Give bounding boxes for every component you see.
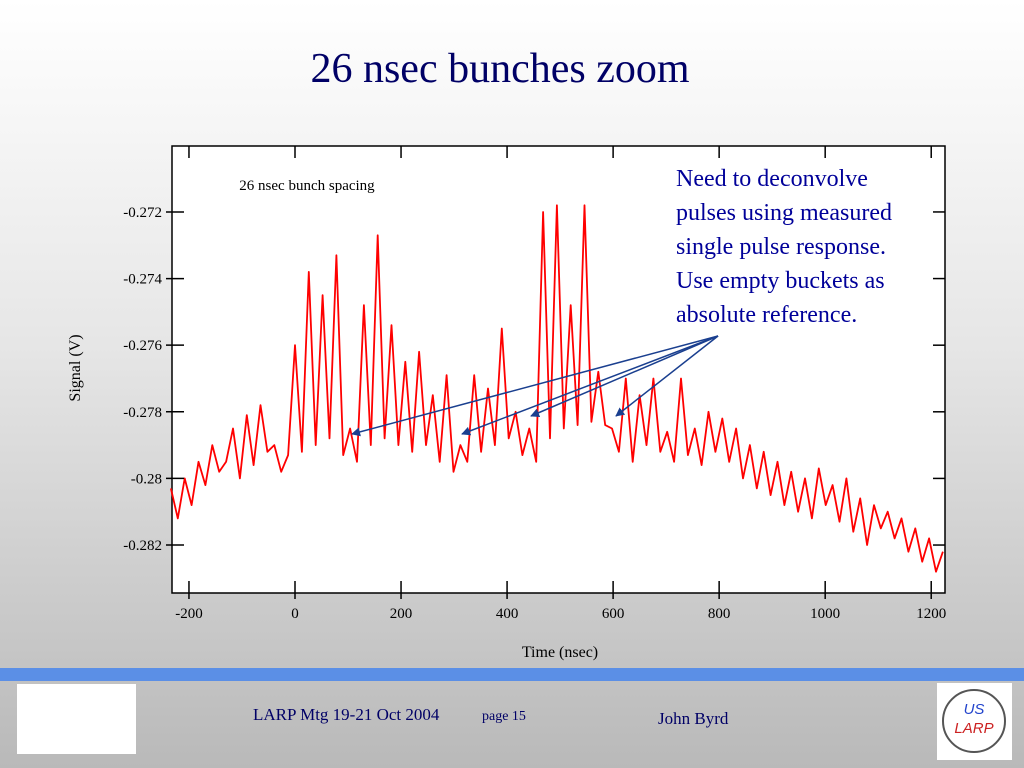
x-tick-label: 600 [602,606,625,622]
x-axis-label: Time (nsec) [522,644,598,661]
arrow [461,335,719,436]
x-tick-label: 1200 [916,606,946,622]
footer-bar [0,668,1024,681]
arrow [615,335,719,417]
y-tick-label: -0.282 [123,538,162,554]
logo-ring [942,689,1006,753]
x-tick-label: 1000 [810,606,840,622]
logo-top: US [964,701,985,718]
larp-logo [937,683,1012,760]
plot-area [170,145,946,594]
x-tick-label: 200 [390,606,413,622]
y-tick-label: -0.276 [123,338,162,354]
x-tick-label: 400 [496,606,519,622]
plot-frame [171,145,946,594]
y-tick-label: -0.274 [123,272,162,288]
arrows [351,335,719,437]
signal-line [170,204,944,573]
logo-bottom: LARP [954,720,993,737]
note-line: Use empty buckets as [676,268,885,294]
arrow [351,335,719,437]
left-logo [17,684,136,754]
y-tick-label: -0.272 [123,205,162,221]
arrow [530,335,719,417]
annotation-box [222,174,392,196]
x-tick-label: -200 [175,606,203,622]
footer-page: page 15 [482,709,526,724]
footer-author: John Byrd [658,709,729,728]
note-line: absolute reference. [676,302,858,328]
footer-meeting: LARP Mtg 19-21 Oct 2004 [253,705,440,724]
x-tick-label: 800 [708,606,731,622]
y-tick-label: -0.28 [131,471,162,487]
note-line: Need to deconvolve [676,166,868,192]
note-line: pulses using measured [676,200,892,226]
slide-title: 26 nsec bunches zoom [310,46,689,92]
x-tick-label: 0 [291,606,299,622]
y-axis-label: Signal (V) [67,334,84,401]
annotation: 26 nsec bunch spacing [239,178,375,194]
note: Need to deconvolve pulses using measured… [676,162,892,332]
note-line: single pulse response. [676,234,886,260]
y-tick-label: -0.278 [123,405,162,421]
